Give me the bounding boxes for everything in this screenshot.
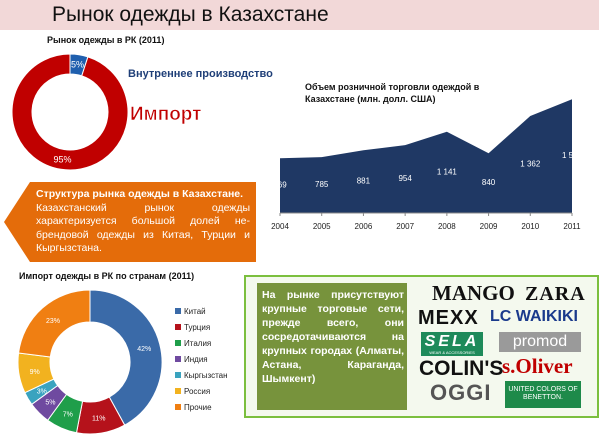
legend-swatch bbox=[175, 308, 181, 314]
promod-logo-text: promod bbox=[512, 333, 568, 350]
page-title: Рынок одежды в Казахстане bbox=[52, 3, 329, 26]
donut-slice bbox=[11, 53, 129, 171]
sela-logo-subtext: WEAR & ACCESSORIES bbox=[429, 350, 475, 355]
retail-area-chart: 2004 769 2005 785 2006 881 2007 954 2008 1 141 200… bbox=[271, 99, 583, 231]
info-heading: Структура рынка одежды в Казахстане. bbox=[36, 188, 244, 200]
x-tick-label: 2011 bbox=[563, 222, 581, 231]
import-chart-title: Импорт одежды в РК по странам (2011) bbox=[19, 271, 195, 281]
x-tick-label: 2009 bbox=[480, 222, 498, 231]
data-label: 1 141 bbox=[437, 167, 458, 176]
lc-waikiki-logo: LC WAIKIKI bbox=[490, 308, 578, 325]
mango-logo: MANGO bbox=[432, 281, 515, 305]
retail-chart-title: Объем розничной торговли одеждой в Казах… bbox=[305, 82, 480, 104]
legend-label: Италия bbox=[184, 339, 211, 348]
x-tick-label: 2008 bbox=[438, 222, 456, 231]
info-body: Казахстанский рынок одежды характеризует… bbox=[36, 201, 250, 255]
import-annotation: Импорт bbox=[130, 104, 201, 125]
legend-label: Кыргызстан bbox=[184, 371, 228, 380]
retailers-text: На рынке присутствуют крупные торговые с… bbox=[262, 289, 404, 385]
data-label: 769 bbox=[273, 181, 287, 190]
slice-label: 5% bbox=[71, 60, 84, 70]
legend-swatch bbox=[175, 404, 181, 410]
retailers-text-box bbox=[257, 283, 407, 410]
market-donut-chart: 5% 95% Внутреннее производство Импорт bbox=[11, 53, 273, 171]
x-tick-label: 2006 bbox=[355, 222, 373, 231]
info-arrow bbox=[4, 182, 30, 262]
slice-label: 7% bbox=[63, 411, 73, 418]
info-box bbox=[30, 182, 256, 262]
import-donut-chart: 42% 11% 7% 5% 3% 9% 23% Китай Турция Италия Индия К… bbox=[17, 289, 228, 435]
legend-label: Китай bbox=[184, 307, 206, 316]
data-label: 785 bbox=[315, 180, 329, 189]
slice-label: 23% bbox=[46, 318, 60, 325]
legend-label: Прочие bbox=[184, 403, 212, 412]
legend-label: Индия bbox=[184, 355, 208, 364]
legend-swatch bbox=[175, 388, 181, 394]
slice-label: 11% bbox=[92, 415, 106, 422]
market-chart-title: Рынок одежды в РК (2011) bbox=[47, 35, 165, 45]
x-tick-label: 2005 bbox=[313, 222, 331, 231]
x-tick-label: 2010 bbox=[521, 222, 539, 231]
sela-logo-text: SELA bbox=[424, 333, 480, 350]
domestic-annotation: Внутреннее производство bbox=[128, 68, 273, 80]
legend-label: Турция bbox=[184, 323, 210, 332]
slice-label: 3% bbox=[37, 389, 47, 396]
benetton-logo-text: UNITED COLORS OF BENETTON. bbox=[508, 386, 578, 401]
donut-slice bbox=[89, 289, 163, 426]
legend-label: Россия bbox=[184, 387, 210, 396]
mexx-logo: MEXX bbox=[418, 307, 479, 329]
info-text: Структура рынка одежды в Казахстане. Каз… bbox=[36, 188, 250, 256]
oggi-logo: OGGI bbox=[430, 380, 492, 405]
x-tick-label: 2007 bbox=[396, 222, 414, 231]
retail-area bbox=[280, 99, 572, 213]
legend-swatch bbox=[175, 340, 181, 346]
data-label: 840 bbox=[482, 178, 496, 187]
donut-slice bbox=[18, 289, 91, 358]
legend-swatch bbox=[175, 324, 181, 330]
data-label: 954 bbox=[398, 174, 412, 183]
promod-logo: promod bbox=[499, 332, 581, 352]
slice-label: 9% bbox=[30, 369, 40, 376]
legend-swatch bbox=[175, 372, 181, 378]
data-label: 881 bbox=[357, 177, 371, 186]
legend-swatch bbox=[175, 356, 181, 362]
data-label: 1 599 bbox=[562, 151, 583, 160]
x-tick-label: 2004 bbox=[271, 222, 289, 231]
benetton-logo: UNITED COLORS OF BENETTON. bbox=[505, 381, 581, 408]
title-band bbox=[0, 0, 599, 30]
zara-logo: ZARA bbox=[525, 283, 586, 305]
s-oliver-logo: s.Oliver bbox=[502, 354, 573, 378]
slice-label: 95% bbox=[53, 154, 71, 164]
data-label: 1 362 bbox=[520, 160, 541, 169]
slice-label: 42% bbox=[137, 346, 151, 353]
sela-logo: SELA WEAR & ACCESSORIES bbox=[421, 332, 483, 356]
colins-logo: COLIN'S bbox=[419, 357, 504, 380]
slice-label: 5% bbox=[45, 400, 55, 407]
